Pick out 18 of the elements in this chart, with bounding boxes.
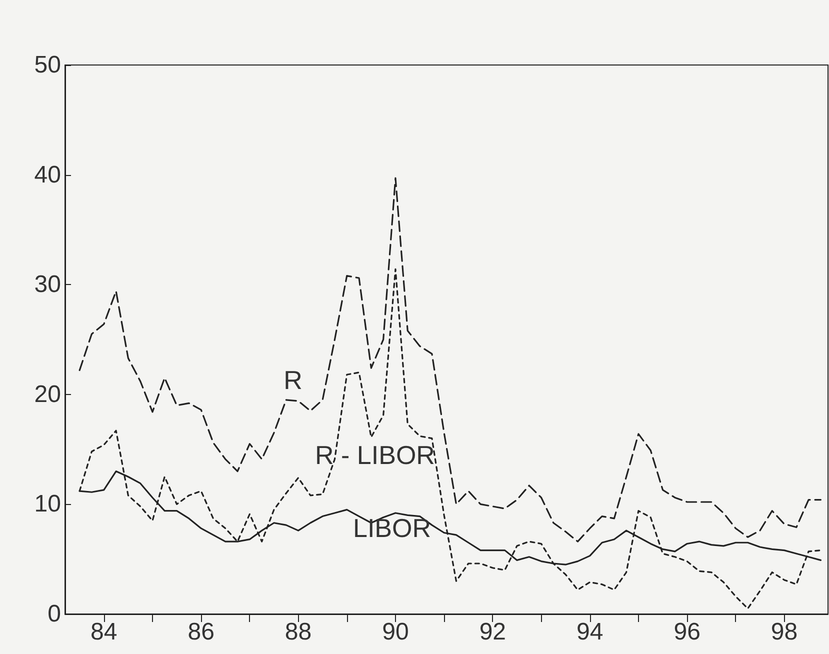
x-tick-label: 96 <box>674 618 700 646</box>
x-tick-label: 88 <box>284 618 312 646</box>
x-tick-label: 90 <box>382 618 409 646</box>
series-label: LIBOR <box>352 513 432 543</box>
x-tick-label: 92 <box>479 618 506 646</box>
y-tick-label: 0 <box>48 600 61 628</box>
series-label: R <box>284 365 302 395</box>
y-tick-label: 40 <box>34 161 61 188</box>
y-tick-label: 20 <box>34 380 61 408</box>
line-series <box>78 177 822 542</box>
x-tick-label: 94 <box>576 618 604 646</box>
x-tick-label: 84 <box>90 618 118 646</box>
y-tick-label: 50 <box>34 52 61 78</box>
y-tick-label: 30 <box>34 271 61 298</box>
x-tick-label: 98 <box>770 618 798 646</box>
y-tick-label: 10 <box>34 490 61 518</box>
x-tick-label: 86 <box>188 618 214 646</box>
series-label: R - LIBOR <box>315 440 435 470</box>
